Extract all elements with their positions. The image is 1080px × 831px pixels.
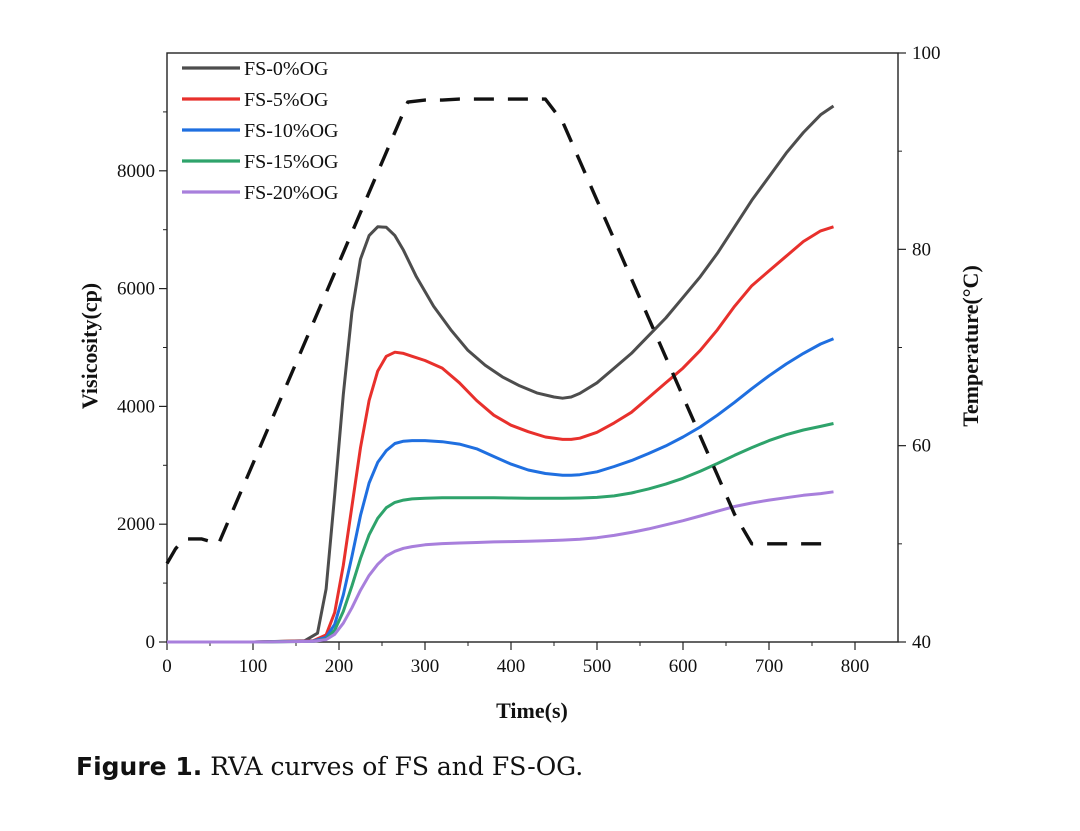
figure-caption-label: Figure 1. — [76, 752, 203, 781]
series-line-fs-0-og — [167, 104, 835, 644]
y-tick-label: 0 — [146, 632, 156, 653]
series-line-fs-10-og — [167, 337, 835, 644]
x-tick-label: 300 — [411, 656, 440, 677]
y-tick-label: 4000 — [117, 396, 155, 417]
x-tick-label: 800 — [841, 656, 870, 677]
y2-axis-label: Temperature(°C) — [958, 265, 983, 427]
y2-tick-label: 60 — [912, 436, 931, 457]
series-line-fs-15-og — [167, 422, 834, 644]
y-tick-label: 8000 — [117, 161, 155, 182]
y2-tick-label: 100 — [912, 43, 941, 64]
legend-label: FS-20%OG — [244, 182, 338, 204]
figure-caption-text: RVA curves of FS and FS-OG. — [210, 752, 584, 781]
x-tick-label: 400 — [497, 656, 526, 677]
x-tick-label: 600 — [669, 656, 698, 677]
series-line-fs-20-og — [167, 490, 834, 644]
y2-tick-label: 80 — [912, 239, 931, 260]
y2-tick-label: 40 — [912, 632, 931, 653]
legend-label: FS-10%OG — [244, 120, 338, 142]
legend-label: FS-0%OG — [244, 58, 328, 80]
x-axis-label: Time(s) — [496, 698, 568, 723]
legend-label: FS-5%OG — [244, 89, 328, 111]
x-tick-label: 200 — [325, 656, 354, 677]
series-line-fs-5-og — [167, 225, 834, 644]
y-tick-label: 2000 — [117, 514, 155, 535]
y-axis-label: Visicosity(cp) — [77, 283, 102, 409]
rva-chart: 0 100 200 300 400 500 600 700 800020004000600080… — [77, 43, 983, 723]
x-tick-label: 700 — [755, 656, 784, 677]
figure-caption: Figure 1. RVA curves of FS and FS-OG. — [76, 752, 583, 781]
x-tick-label: 0 — [162, 656, 172, 677]
y-tick-label: 6000 — [117, 279, 155, 300]
legend-label: FS-15%OG — [244, 151, 338, 173]
x-tick-label: 500 — [583, 656, 612, 677]
x-tick-label: 100 — [239, 656, 268, 677]
series-line-temperature — [165, 97, 830, 565]
